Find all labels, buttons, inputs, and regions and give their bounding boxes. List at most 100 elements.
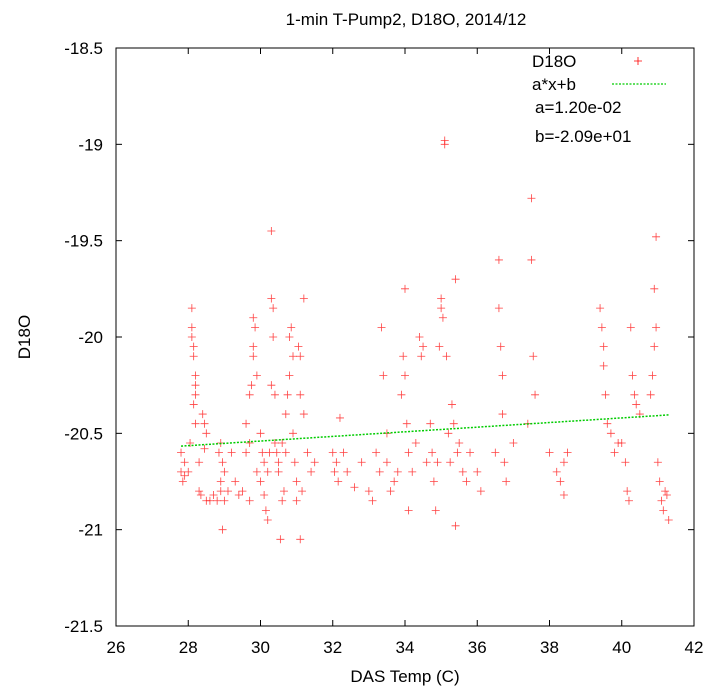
data-point <box>334 477 343 486</box>
data-point <box>428 448 437 457</box>
data-point <box>377 323 386 332</box>
data-point <box>401 371 409 380</box>
data-point <box>274 458 283 467</box>
data-point <box>343 467 352 476</box>
data-point <box>290 458 299 467</box>
data-point <box>292 496 301 505</box>
data-point <box>269 304 278 313</box>
data-point <box>267 227 276 236</box>
data-point <box>559 490 568 499</box>
data-point <box>242 419 251 428</box>
data-point <box>444 429 453 438</box>
data-point <box>191 381 200 390</box>
data-point <box>364 487 373 496</box>
data-point <box>296 352 305 361</box>
x-axis-label: DAS Temp (C) <box>350 667 459 686</box>
y-axis: -18.5 -19 -19.5 -20 -20.5 -21 -21.5 <box>64 39 694 636</box>
data-point <box>335 413 344 422</box>
data-point <box>339 448 348 457</box>
data-point <box>218 458 227 467</box>
data-point <box>267 294 276 303</box>
data-point <box>249 313 258 322</box>
x-tick-label: 42 <box>685 638 704 657</box>
y-tick-label: -20.5 <box>64 424 103 443</box>
data-point <box>404 506 413 515</box>
data-point <box>265 448 274 457</box>
legend-marker-d18o <box>634 57 642 65</box>
data-point <box>417 352 426 361</box>
data-point <box>213 496 222 505</box>
data-point <box>379 371 388 380</box>
data-point <box>610 448 619 457</box>
data-point <box>601 390 610 399</box>
data-point <box>198 410 207 419</box>
data-point <box>218 525 227 534</box>
data-point <box>249 352 258 361</box>
data-point <box>623 487 632 496</box>
data-point <box>260 490 269 499</box>
data-point <box>476 487 485 496</box>
data-point <box>307 467 316 476</box>
data-point <box>496 342 505 351</box>
data-point <box>429 477 438 486</box>
data-point <box>267 381 276 390</box>
data-point <box>283 390 292 399</box>
data-point <box>596 304 605 313</box>
data-point <box>256 477 265 486</box>
data-point <box>261 506 270 515</box>
fit-line-series <box>180 414 669 447</box>
data-point <box>473 467 482 476</box>
data-point <box>393 467 402 476</box>
data-point <box>498 371 507 380</box>
data-point <box>531 390 540 399</box>
data-point <box>184 467 193 476</box>
data-point <box>552 467 561 476</box>
data-point <box>296 535 305 544</box>
data-point <box>328 448 337 457</box>
data-point <box>646 390 655 399</box>
data-point <box>650 342 659 351</box>
data-point <box>252 467 261 476</box>
data-point <box>285 333 294 341</box>
data-point <box>289 429 298 438</box>
data-point <box>529 352 538 361</box>
data-point <box>196 490 205 499</box>
data-point <box>299 410 308 419</box>
data-point <box>408 467 417 476</box>
data-point <box>455 438 464 447</box>
d18o-series <box>177 136 673 544</box>
data-point <box>191 390 200 399</box>
data-point <box>303 448 312 457</box>
data-point <box>527 194 536 203</box>
x-tick-label: 32 <box>323 638 342 657</box>
x-tick-label: 30 <box>251 638 270 657</box>
data-point <box>189 352 198 361</box>
data-point <box>422 458 431 467</box>
data-point <box>281 410 290 419</box>
data-point <box>372 448 381 457</box>
data-point <box>653 458 662 467</box>
data-point <box>299 294 308 303</box>
data-point <box>661 487 670 496</box>
data-point <box>559 458 568 467</box>
data-point <box>621 458 630 467</box>
data-point <box>310 458 319 467</box>
legend-label-fit: a*x+b <box>532 75 576 94</box>
fit-line <box>180 414 669 447</box>
data-point <box>220 467 229 476</box>
data-point <box>655 477 664 486</box>
data-point <box>458 467 467 476</box>
data-point <box>500 458 509 467</box>
data-point <box>650 284 659 293</box>
data-point <box>263 516 272 525</box>
x-tick-label: 34 <box>396 638 415 657</box>
data-point <box>195 458 204 467</box>
data-point <box>272 448 281 457</box>
data-point <box>494 255 503 264</box>
data-point <box>177 467 186 476</box>
data-point <box>401 284 409 293</box>
data-point <box>438 313 447 322</box>
data-point <box>437 294 446 303</box>
data-point <box>245 438 254 447</box>
data-point <box>453 448 462 457</box>
